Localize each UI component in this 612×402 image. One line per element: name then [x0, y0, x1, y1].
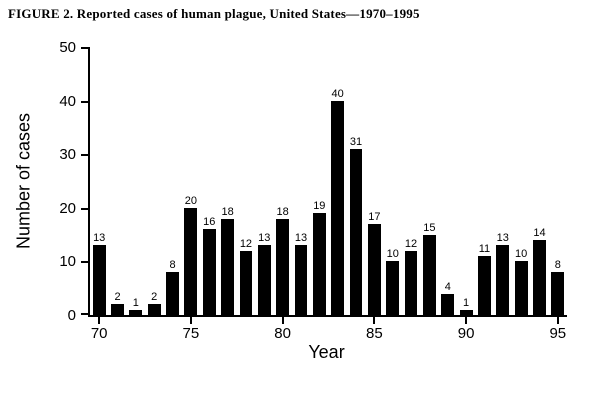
x-tick-mark	[373, 317, 376, 324]
bar-value-label: 13	[258, 232, 271, 245]
bar-1974	[166, 272, 179, 315]
bar-1993	[514, 261, 528, 315]
bar-1978	[239, 250, 253, 315]
bar-value-label: 12	[404, 237, 418, 250]
bar-1989	[441, 293, 455, 315]
y-tick-mark	[81, 207, 88, 210]
x-tick-label: 90	[457, 325, 475, 342]
bar-value-label: 4	[444, 280, 451, 293]
bar-value-label: 13	[496, 232, 509, 245]
bar-1988	[422, 234, 436, 315]
y-tick-label: 40	[59, 92, 76, 110]
y-axis-title: Number of cases	[13, 112, 34, 250]
x-axis-title: Year	[308, 342, 345, 362]
bar-value-label: 16	[203, 216, 216, 229]
bar-1971	[111, 304, 124, 315]
bar-1984	[349, 148, 363, 315]
bar-value-label: 8	[554, 259, 561, 272]
x-tick-label: 80	[274, 325, 291, 342]
bar-value-label: 31	[349, 135, 363, 148]
bar-1980	[276, 218, 290, 315]
y-tick-mark	[81, 313, 88, 315]
bar-value-label: 40	[331, 87, 344, 100]
bar-value-label: 2	[114, 291, 121, 304]
bar-1987	[404, 250, 418, 315]
bar-value-label: 19	[313, 200, 326, 213]
bar-value-label: 1	[463, 296, 470, 309]
bar-1986	[386, 261, 400, 315]
x-tick-mark	[556, 317, 559, 324]
y-tick-label: 50	[59, 39, 76, 56]
y-tick-mark	[81, 100, 88, 103]
plot-area: 13 2 1 2 8 20 16 18 12 13 18 13 19 40 31 17 10 12 15 4 1 11 13…	[59, 39, 567, 342]
y-tick-label: 30	[59, 146, 76, 164]
bar-value-label: 15	[423, 221, 436, 234]
bar-value-label: 14	[533, 226, 546, 239]
bar-1994	[533, 239, 546, 315]
bar-1981	[294, 245, 308, 315]
bar-1979	[257, 245, 271, 315]
y-tick-mark	[81, 154, 88, 157]
bar-1995	[551, 272, 565, 315]
x-tick-mark	[98, 317, 101, 324]
bar-value-label: 13	[294, 232, 308, 245]
bar-value-label: 10	[386, 248, 399, 261]
bar-1975	[184, 207, 198, 315]
y-tick-label: 0	[67, 307, 76, 324]
bar-value-label: 2	[151, 291, 158, 304]
x-tick-mark	[189, 317, 192, 324]
bar-value-label: 13	[93, 232, 106, 245]
y-tick-mark	[81, 47, 88, 49]
bar-1990	[459, 309, 473, 315]
bar-value-label: 11	[478, 243, 491, 256]
bar-value-label: 18	[276, 205, 289, 218]
bar-1970	[92, 245, 106, 315]
bar-1976	[202, 229, 216, 315]
x-tick-label: 70	[90, 325, 108, 342]
x-tick-mark	[281, 317, 284, 324]
x-tick-mark	[465, 317, 468, 324]
bar-value-label: 10	[515, 248, 528, 261]
bar-1982	[312, 213, 326, 315]
bar-1973	[147, 304, 161, 315]
x-tick-label: 85	[366, 325, 383, 342]
y-tick-label: 10	[59, 253, 76, 271]
bar-1977	[221, 218, 234, 315]
bar-1985	[367, 223, 381, 315]
x-tick-label: 95	[549, 325, 567, 342]
bar-1991	[478, 256, 491, 315]
bar-1972	[129, 309, 143, 315]
figure-title: FIGURE 2. Reported cases of human plague…	[8, 6, 420, 21]
bar-value-label: 8	[169, 259, 176, 272]
bar-1992	[496, 245, 510, 315]
y-tick-label: 20	[59, 199, 76, 217]
bar-1983	[331, 100, 345, 315]
bar-value-label: 20	[184, 194, 198, 207]
y-tick-mark	[81, 261, 88, 264]
x-tick-label: 75	[182, 325, 200, 342]
bar-value-label: 12	[239, 237, 253, 250]
bar-value-label: 17	[368, 210, 381, 223]
bar-value-label: 1	[132, 296, 139, 309]
bar-value-label: 18	[221, 205, 234, 218]
